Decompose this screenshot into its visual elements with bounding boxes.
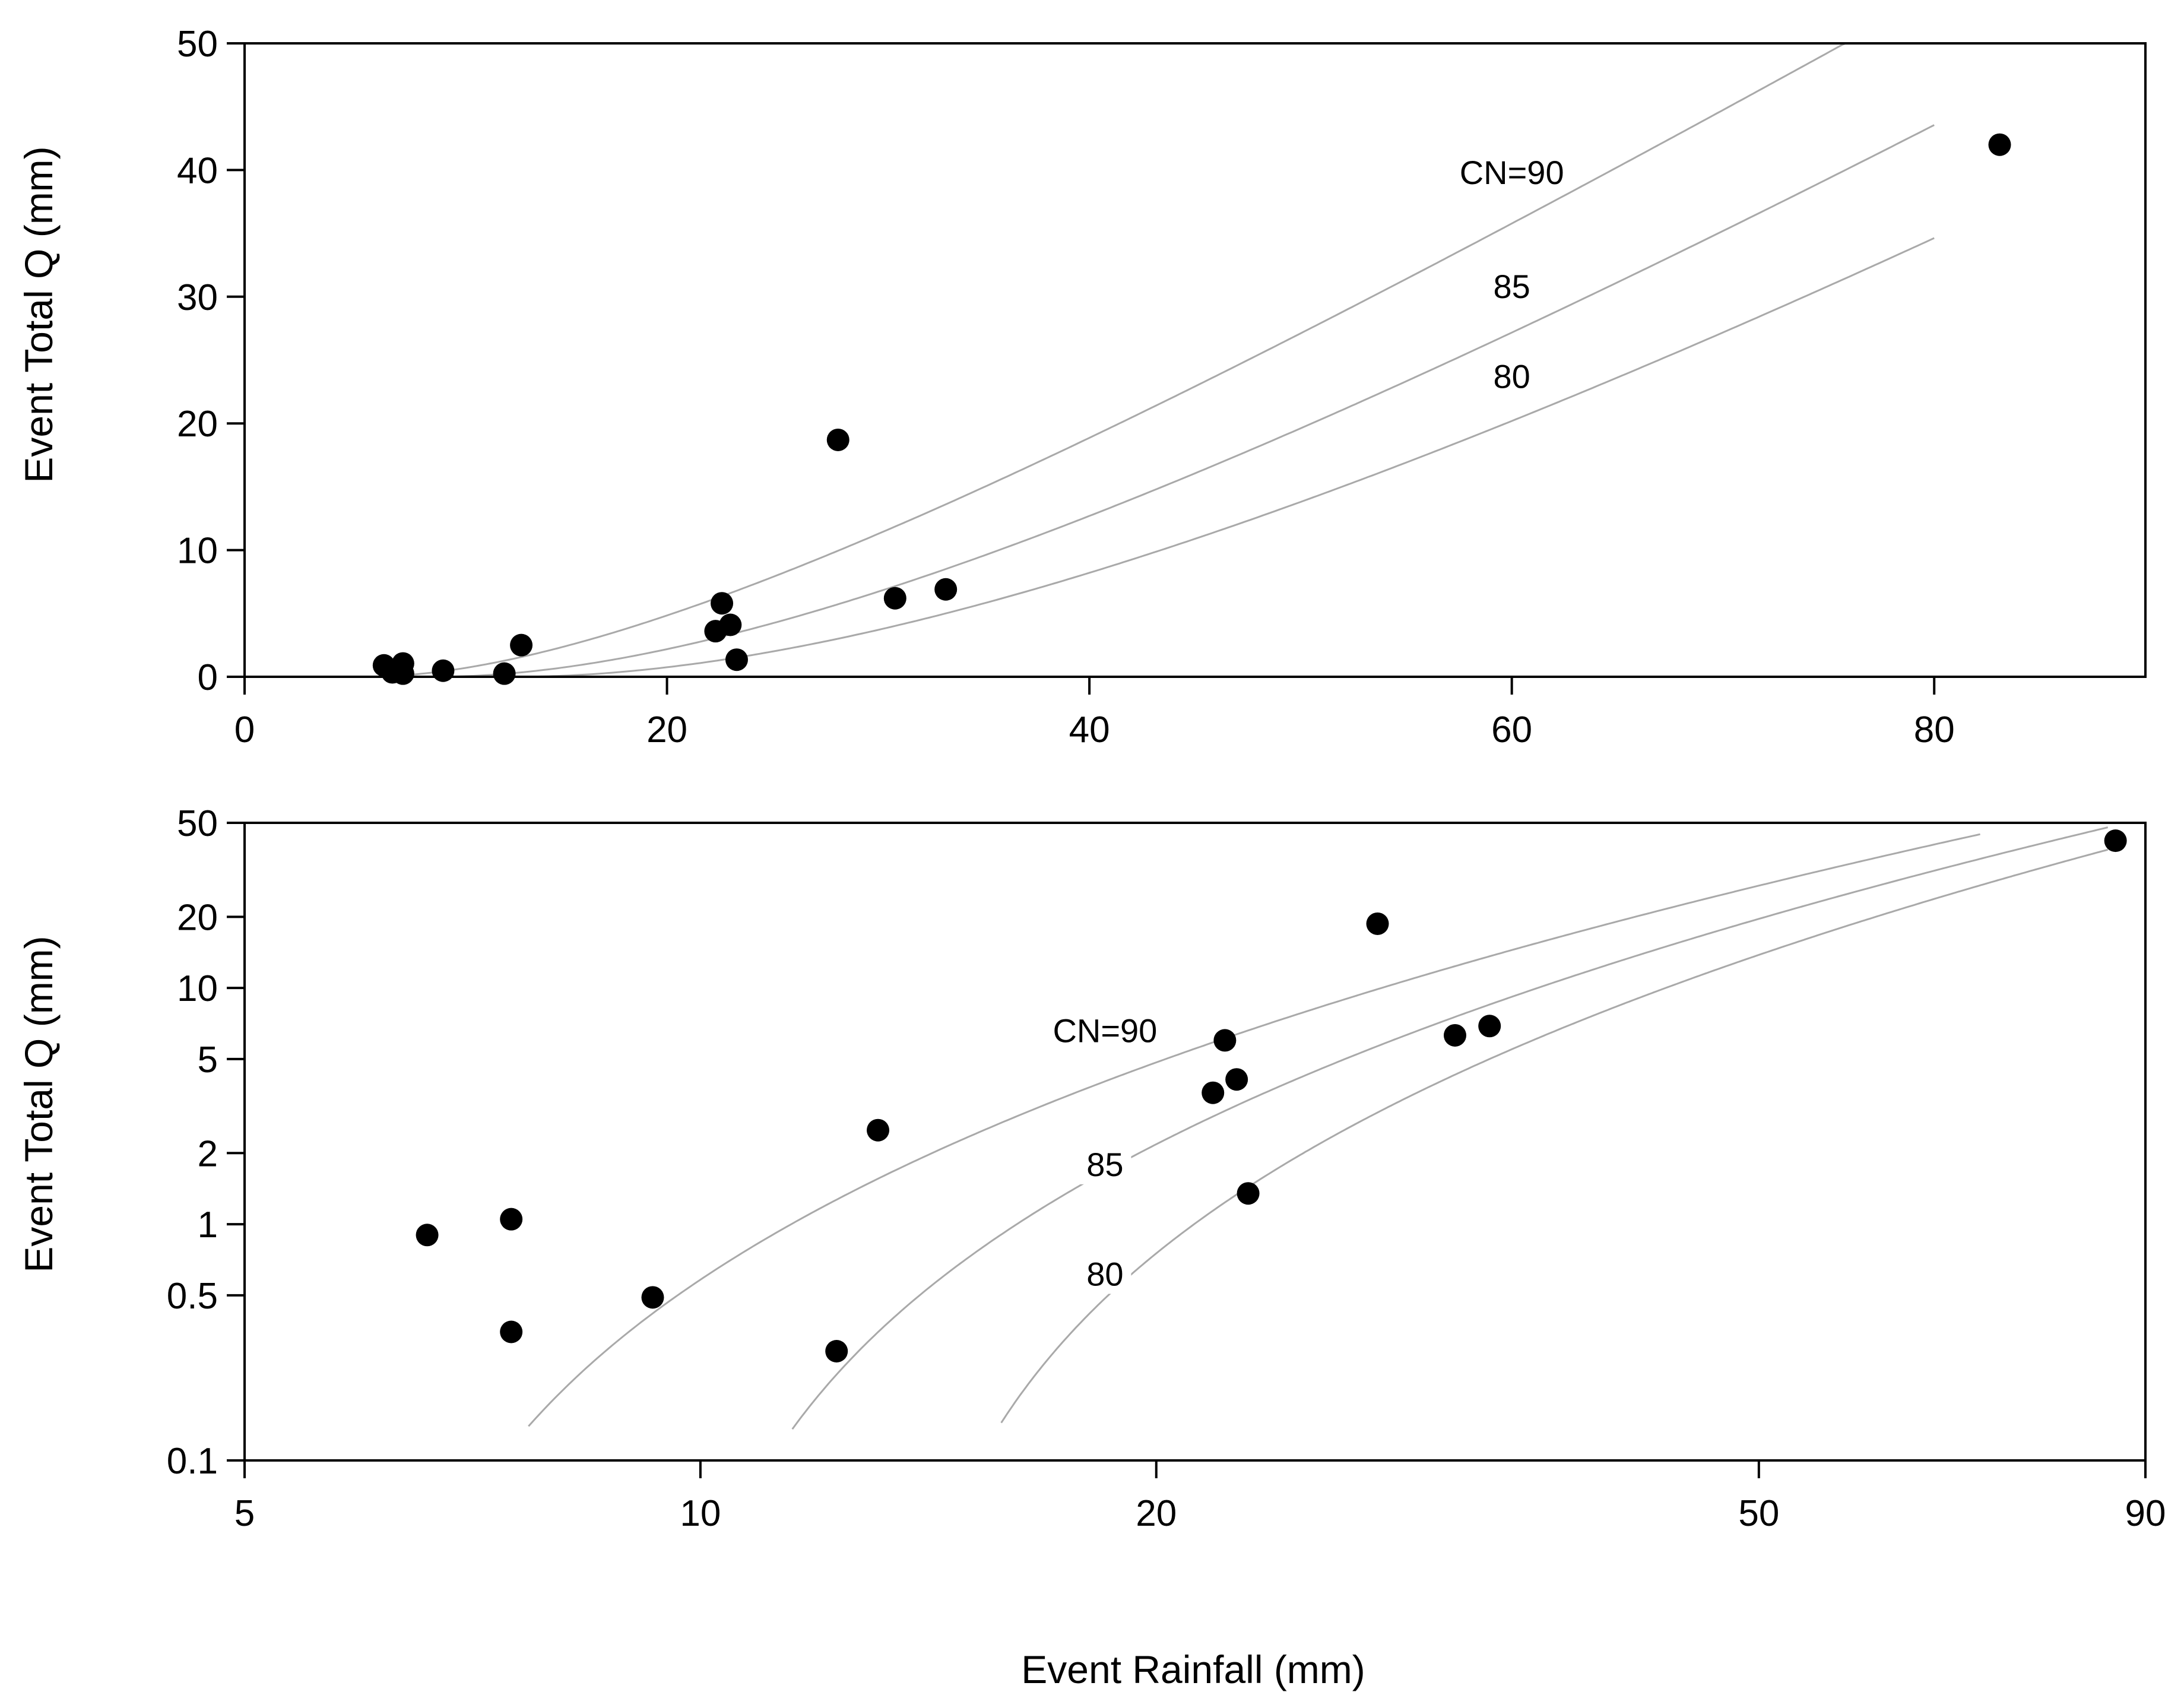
- bottom-y-tick-label: 20: [177, 897, 218, 938]
- top-curve-cn-90: [245, 42, 1850, 678]
- top-x-tick-label: 80: [1914, 709, 1955, 750]
- bottom-curve-cn-85: [791, 826, 2109, 1430]
- bottom-curve-label: 85: [1086, 1146, 1123, 1183]
- bottom-data-point: [2104, 829, 2127, 853]
- bottom-data-point: [1237, 1182, 1260, 1205]
- bottom-y-tick-label: 2: [198, 1133, 218, 1174]
- bottom-data-point: [1478, 1015, 1501, 1038]
- top-data-point: [493, 662, 516, 685]
- bottom-x-axis: 5 10 20 50 90: [234, 1460, 2166, 1534]
- bottom-model-curves: [528, 826, 2109, 1430]
- top-curve-label: 85: [1494, 268, 1530, 305]
- top-data-point: [826, 428, 849, 451]
- top-curve-label-background: [1457, 154, 1567, 192]
- top-data-point: [432, 659, 455, 682]
- bottom-y-tick-label: 10: [177, 968, 218, 1009]
- top-plot-frame: [243, 42, 2147, 678]
- bottom-data-point: [641, 1286, 664, 1309]
- bottom-data-point: [500, 1320, 523, 1343]
- bottom-x-tick-label: 20: [1136, 1493, 1177, 1534]
- top-y-tick-label: 20: [177, 404, 218, 445]
- top-data-point: [934, 578, 958, 601]
- bottom-x-tick-label: 5: [234, 1493, 255, 1534]
- bottom-data-point: [1366, 912, 1389, 935]
- x-axis-title: Event Rainfall (mm): [1021, 1647, 1365, 1691]
- top-y-axis-title: Event Total Q (mm): [17, 146, 61, 483]
- top-data-point: [1988, 133, 2011, 156]
- bottom-curve-label-background: [1079, 1256, 1131, 1294]
- top-curve-labels: CN=90 85 80: [1457, 154, 1567, 397]
- bottom-data-point: [1443, 1023, 1466, 1047]
- bottom-y-tick-label: 5: [198, 1040, 218, 1080]
- top-curve-label-background: [1485, 268, 1538, 306]
- top-data-point: [725, 648, 748, 671]
- bottom-y-axis: 0.1 0.5 1 2 5 10 20 50: [167, 803, 245, 1482]
- bottom-data-point: [867, 1118, 890, 1142]
- top-curve-cn-85: [245, 124, 1935, 678]
- bottom-data-point: [825, 1339, 848, 1362]
- bottom-curve-label-background: [1050, 1012, 1160, 1051]
- top-y-tick-label: 40: [177, 150, 218, 191]
- bottom-data-point: [1225, 1068, 1248, 1091]
- top-curve-label: CN=90: [1460, 154, 1564, 191]
- bottom-curve-label: CN=90: [1053, 1012, 1157, 1049]
- top-y-tick-label: 0: [198, 657, 218, 698]
- top-panel: CN=90 85 80 0 20 40 60 80 0 10 20 30 40 50 Event To…: [17, 24, 2147, 750]
- top-data-point: [711, 592, 734, 615]
- bottom-curve-labels: CN=90 85 80: [1050, 1012, 1160, 1294]
- top-y-tick-label: 10: [177, 531, 218, 572]
- bottom-y-tick-label: 50: [177, 803, 218, 844]
- bottom-data-points: [416, 829, 2127, 1362]
- bottom-curve-label: 80: [1086, 1255, 1123, 1292]
- bottom-data-point: [416, 1224, 439, 1247]
- top-y-axis: 0 10 20 30 40 50: [177, 24, 245, 698]
- bottom-x-tick-label: 90: [2125, 1493, 2166, 1534]
- top-x-tick-label: 0: [234, 709, 255, 750]
- top-curve-label-background: [1485, 358, 1538, 397]
- bottom-curve-label-background: [1079, 1146, 1131, 1184]
- bottom-y-tick-label: 1: [198, 1205, 218, 1246]
- bottom-y-axis-title: Event Total Q (mm): [17, 936, 61, 1272]
- top-y-tick-label: 30: [177, 277, 218, 318]
- bottom-y-tick-label: 0.1: [167, 1441, 218, 1482]
- top-data-point: [510, 633, 533, 657]
- bottom-data-point: [500, 1208, 523, 1231]
- top-curve-label: 80: [1494, 357, 1530, 395]
- top-data-point: [719, 613, 742, 636]
- bottom-y-tick-label: 0.5: [167, 1276, 218, 1317]
- top-x-axis: 0 20 40 60 80: [234, 677, 1955, 750]
- top-x-tick-label: 20: [646, 709, 687, 750]
- top-data-point: [883, 587, 906, 610]
- bottom-x-tick-label: 50: [1738, 1493, 1779, 1534]
- top-data-point: [391, 662, 414, 685]
- top-y-tick-label: 50: [177, 24, 218, 65]
- top-x-tick-label: 60: [1491, 709, 1532, 750]
- bottom-panel: CN=90 85 80 5 10 20 50 90 0.1 0.5 1 2 5 10 20 50 Even…: [17, 803, 2166, 1691]
- bottom-curve-cn-80: [1000, 848, 2109, 1424]
- top-x-tick-label: 40: [1069, 709, 1110, 750]
- bottom-x-tick-label: 10: [680, 1493, 721, 1534]
- bottom-plot-frame: [243, 822, 2147, 1462]
- bottom-data-point: [1202, 1081, 1225, 1104]
- bottom-data-point: [1213, 1029, 1237, 1052]
- bottom-curve-cn-90: [528, 833, 1980, 1427]
